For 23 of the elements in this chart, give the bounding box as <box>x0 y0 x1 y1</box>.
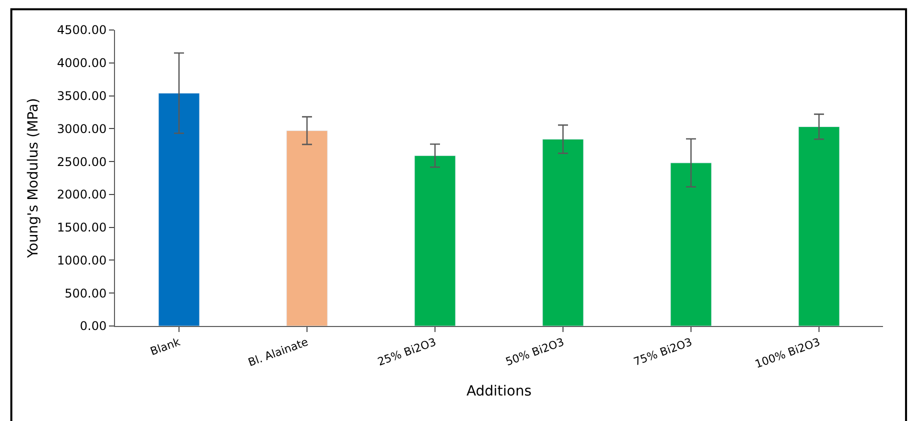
bar <box>158 92 200 326</box>
y-tick-label: 1500.00 <box>56 220 107 235</box>
x-tick-label: 100% Bi2O3 <box>753 335 822 372</box>
y-tick-label: 3500.00 <box>56 88 107 103</box>
y-tick-label: 4000.00 <box>56 56 107 70</box>
y-tick-label: 1000.00 <box>56 253 107 268</box>
x-axis-title: Additions <box>466 383 532 400</box>
x-tick-label: 50% Bi2O3 <box>504 335 566 369</box>
y-axis-title: Young's Modulus (MPa) <box>26 98 42 259</box>
y-tick-label: 0.00 <box>80 319 107 334</box>
y-tick-label: 4500.00 <box>56 23 107 38</box>
y-tick-label: 500.00 <box>64 286 107 300</box>
bar <box>286 130 328 326</box>
bar <box>798 126 840 326</box>
y-tick-label: 2500.00 <box>56 154 107 169</box>
y-tick-label: 3000.00 <box>56 122 107 136</box>
bar <box>414 155 456 326</box>
x-tick-label: 25% Bi2O3 <box>376 335 438 369</box>
bar <box>542 138 584 326</box>
x-tick-label: Blank <box>148 335 182 358</box>
y-tick-label: 2000.00 <box>56 188 107 202</box>
x-tick-label: 75% Bi2O3 <box>632 335 694 369</box>
bar <box>670 162 712 326</box>
